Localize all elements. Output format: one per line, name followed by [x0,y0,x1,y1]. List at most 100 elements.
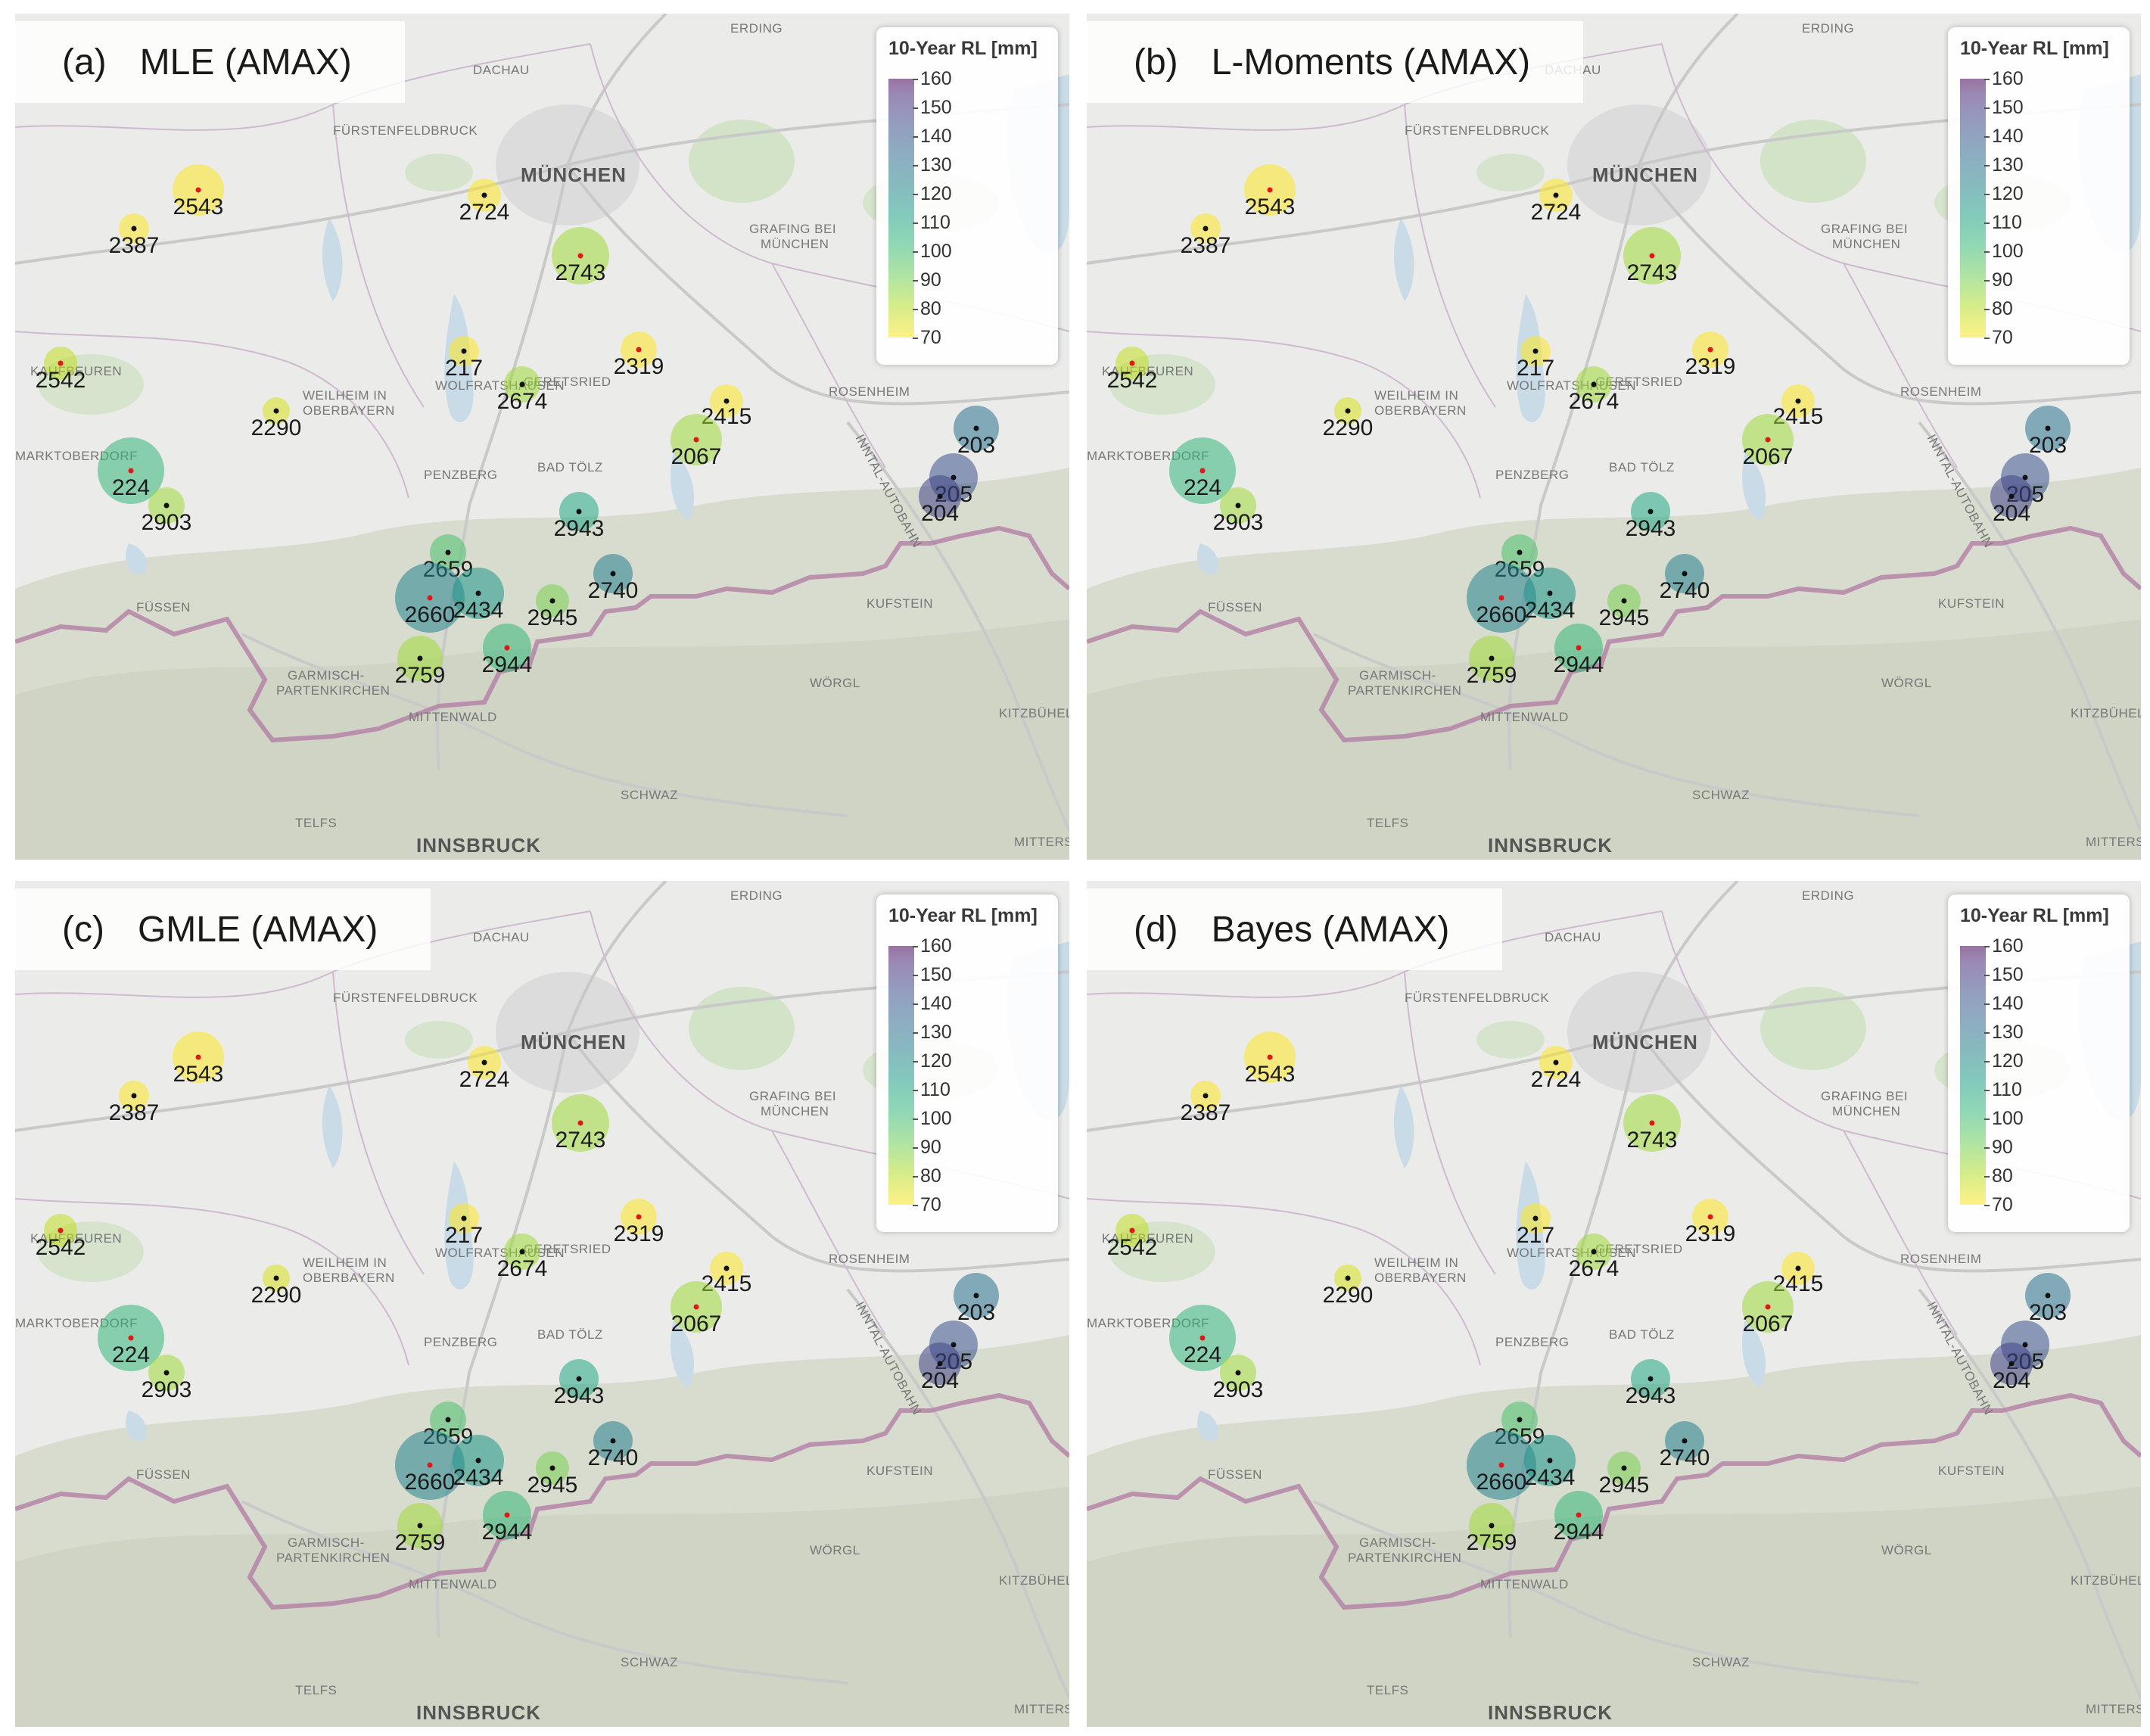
station-2542[interactable]: 2542 [36,347,86,393]
station-2290[interactable]: 2290 [251,1265,302,1308]
place-label-mittersill: MITTERS [2086,1702,2141,1716]
station-2434[interactable]: 2434 [1524,1435,1576,1490]
station-2943[interactable]: 2943 [554,1359,605,1408]
station-203[interactable]: 203 [954,1273,999,1325]
station-2434[interactable]: 2434 [453,1435,504,1490]
station-2660[interactable]: 2660 [395,563,465,633]
station-2674[interactable]: 2674 [1569,1234,1620,1281]
station-203[interactable]: 203 [2025,406,2071,458]
station-label: 2319 [614,1221,664,1246]
station-217[interactable]: 217 [1517,1203,1554,1248]
station-224[interactable]: 224 [98,1305,164,1371]
station-2543[interactable]: 2543 [173,1031,224,1087]
station-2724[interactable]: 2724 [459,1046,510,1092]
station-2903[interactable]: 2903 [1213,1355,1264,1402]
station-2542[interactable]: 2542 [36,1214,86,1260]
station-2319[interactable]: 2319 [614,331,664,379]
station-2387[interactable]: 2387 [1181,1081,1231,1125]
station-204[interactable]: 204 [919,475,961,526]
station-2290[interactable]: 2290 [1323,1265,1374,1308]
station-2660[interactable]: 2660 [395,1430,465,1500]
station-2903[interactable]: 2903 [142,487,192,535]
station-label: 224 [112,1342,150,1367]
legend-tick-label: 160 [1984,68,2024,89]
station-2944[interactable]: 2944 [482,624,533,677]
station-2944[interactable]: 2944 [482,1491,533,1545]
station-2743[interactable]: 2743 [552,1094,609,1153]
station-2944[interactable]: 2944 [1554,1491,1604,1545]
station-204[interactable]: 204 [1990,475,2033,526]
station-2943[interactable]: 2943 [554,492,605,541]
station-2903[interactable]: 2903 [142,1355,192,1402]
station-2543[interactable]: 2543 [1244,164,1296,219]
station-2740[interactable]: 2740 [1660,554,1710,603]
station-label: 203 [2029,433,2067,458]
station-2290[interactable]: 2290 [1323,397,1374,440]
station-2434[interactable]: 2434 [453,568,504,623]
station-203[interactable]: 203 [954,406,999,458]
station-2319[interactable]: 2319 [1685,331,1736,379]
station-2945[interactable]: 2945 [527,1451,578,1498]
station-2943[interactable]: 2943 [1626,492,1676,541]
station-2319[interactable]: 2319 [614,1199,664,1246]
station-224[interactable]: 224 [1169,437,1236,504]
station-label: 2740 [588,578,639,603]
station-2759[interactable]: 2759 [1467,1503,1517,1555]
station-2319[interactable]: 2319 [1685,1199,1736,1246]
station-2542[interactable]: 2542 [1107,1214,1158,1260]
station-204[interactable]: 204 [1990,1342,2033,1393]
station-2674[interactable]: 2674 [1569,366,1620,414]
station-2944[interactable]: 2944 [1554,624,1604,677]
station-2543[interactable]: 2543 [1244,1031,1296,1087]
station-2945[interactable]: 2945 [527,584,578,630]
place-label-erding: ERDING [730,888,783,903]
station-2387[interactable]: 2387 [109,1081,160,1125]
station-2674[interactable]: 2674 [497,1234,548,1281]
station-2740[interactable]: 2740 [1660,1421,1710,1470]
station-2759[interactable]: 2759 [395,1503,446,1555]
station-2542[interactable]: 2542 [1107,347,1158,393]
station-2945[interactable]: 2945 [1599,584,1650,630]
station-center-marker [1576,645,1582,651]
station-2434[interactable]: 2434 [1524,568,1576,623]
station-2943[interactable]: 2943 [1626,1359,1676,1408]
station-2543[interactable]: 2543 [173,164,224,219]
station-2743[interactable]: 2743 [1623,1094,1681,1153]
station-2067[interactable]: 2067 [671,1281,722,1336]
station-2945[interactable]: 2945 [1599,1451,1650,1498]
station-2290[interactable]: 2290 [251,397,302,440]
station-2759[interactable]: 2759 [395,636,446,688]
station-label: 224 [1184,475,1221,500]
station-2724[interactable]: 2724 [1531,179,1582,225]
station-2387[interactable]: 2387 [1181,213,1231,258]
station-label: 2660 [1476,1470,1527,1495]
station-2660[interactable]: 2660 [1467,563,1536,633]
station-center-marker [576,1376,582,1382]
station-2740[interactable]: 2740 [588,1421,639,1470]
station-2743[interactable]: 2743 [552,227,609,285]
station-2743[interactable]: 2743 [1623,227,1681,285]
station-2674[interactable]: 2674 [497,366,548,414]
station-2067[interactable]: 2067 [671,414,722,469]
station-224[interactable]: 224 [1169,1305,1236,1371]
station-217[interactable]: 217 [445,336,483,381]
station-2067[interactable]: 2067 [1742,1281,1794,1336]
station-2387[interactable]: 2387 [109,213,160,258]
station-217[interactable]: 217 [445,1203,483,1248]
station-2660[interactable]: 2660 [1467,1430,1536,1500]
legend-tick-label: 90 [1984,1137,2013,1158]
station-center-marker [273,1275,279,1281]
place-label-grafing-2: MÜNCHEN [1832,237,1900,251]
station-2903[interactable]: 2903 [1213,487,1264,535]
station-2759[interactable]: 2759 [1467,636,1517,688]
station-2724[interactable]: 2724 [459,179,510,225]
station-217[interactable]: 217 [1517,336,1554,381]
station-204[interactable]: 204 [919,1342,961,1393]
station-2740[interactable]: 2740 [588,554,639,603]
station-2067[interactable]: 2067 [1742,414,1794,469]
station-2724[interactable]: 2724 [1531,1046,1582,1092]
station-224[interactable]: 224 [98,437,164,504]
station-203[interactable]: 203 [2025,1273,2071,1325]
legend-title: 10-Year RL [mm] [888,38,1038,59]
place-label-fuerstenfeldbruck: FÜRSTENFELDBRUCK [1405,991,1549,1005]
